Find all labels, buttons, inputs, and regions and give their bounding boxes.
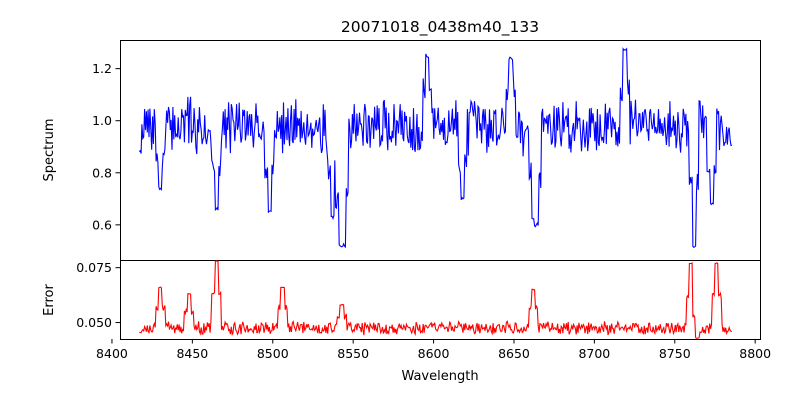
- error-ylabel: Error: [42, 284, 57, 316]
- spectrum-y-tick-label: 1.2: [92, 61, 112, 76]
- spectrum-y-tick-label: 0.8: [92, 165, 112, 180]
- spectrum-ylabel: Spectrum: [42, 119, 57, 182]
- error-plot-frame: [120, 260, 761, 340]
- x-tick-label: 8500: [257, 346, 289, 361]
- spectrum-y-tick-label: 0.6: [92, 217, 112, 232]
- chart-title: 20071018_0438m40_133: [341, 18, 539, 37]
- spectrum-y-tick-label: 1.0: [92, 113, 112, 128]
- x-tick-label: 8750: [659, 346, 691, 361]
- error-series-line: [139, 260, 733, 339]
- error-panel: 0.050 0.075 Error: [42, 260, 761, 340]
- x-tick-label: 8650: [498, 346, 530, 361]
- spectrum-plot-frame: [120, 40, 761, 261]
- error-y-tick-label: 0.050: [76, 315, 112, 330]
- x-axis-label: Wavelength: [401, 369, 478, 384]
- x-tick-label: 8450: [176, 346, 208, 361]
- error-y-tick-label: 0.075: [76, 260, 112, 275]
- x-tick-label: 8400: [96, 346, 128, 361]
- x-tick-label: 8700: [578, 346, 610, 361]
- x-tick-label: 8800: [739, 346, 771, 361]
- x-tick-label: 8600: [418, 346, 450, 361]
- spectrum-series-line: [138, 47, 733, 249]
- spectrum-panel: 0.6 0.8 1.0 1.2 Spectrum: [42, 40, 761, 261]
- x-tick-label: 8550: [337, 346, 369, 361]
